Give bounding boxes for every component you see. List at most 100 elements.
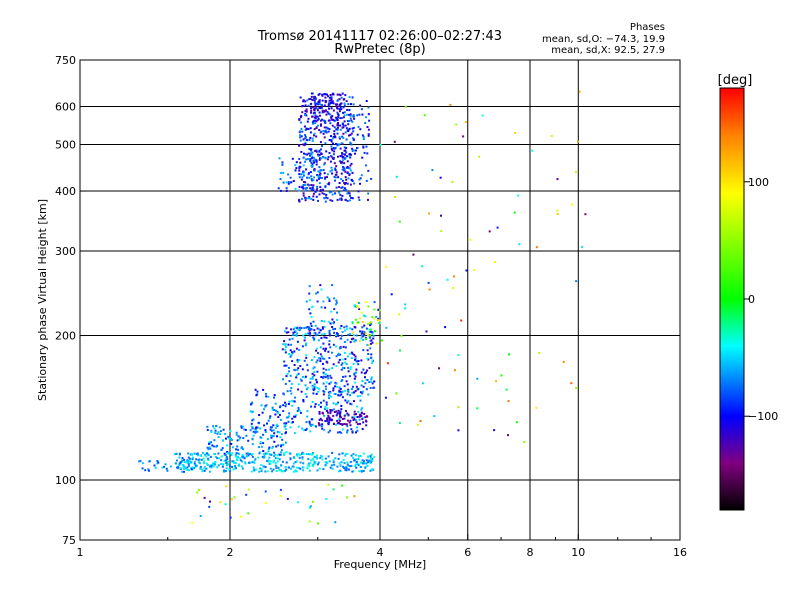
data-point bbox=[356, 463, 359, 466]
data-point bbox=[304, 104, 307, 107]
data-point bbox=[337, 401, 339, 404]
data-point bbox=[327, 376, 330, 379]
data-point bbox=[192, 456, 194, 459]
data-point bbox=[321, 145, 323, 148]
data-point bbox=[307, 152, 310, 155]
data-point bbox=[323, 162, 326, 165]
data-point bbox=[174, 453, 176, 456]
data-point bbox=[320, 107, 323, 110]
data-point bbox=[336, 103, 339, 106]
data-point bbox=[298, 186, 301, 188]
data-point bbox=[550, 135, 553, 137]
data-point bbox=[213, 445, 216, 448]
data-point bbox=[174, 462, 177, 465]
data-point bbox=[258, 446, 260, 449]
data-point bbox=[346, 461, 349, 464]
data-point bbox=[346, 431, 348, 434]
data-point bbox=[312, 336, 315, 339]
data-point bbox=[287, 182, 290, 185]
data-point bbox=[219, 433, 222, 436]
data-point bbox=[207, 459, 210, 462]
data-point bbox=[328, 343, 331, 346]
data-point bbox=[370, 376, 373, 379]
data-point bbox=[439, 176, 442, 179]
data-point bbox=[341, 396, 344, 399]
data-point bbox=[191, 453, 193, 456]
data-point bbox=[319, 346, 322, 349]
data-point bbox=[317, 461, 320, 464]
data-point bbox=[331, 102, 334, 104]
data-point bbox=[364, 336, 367, 339]
data-point bbox=[237, 452, 240, 455]
data-point bbox=[298, 118, 301, 121]
data-point bbox=[283, 452, 286, 455]
data-point bbox=[332, 137, 335, 140]
data-point bbox=[330, 97, 333, 100]
data-point bbox=[216, 432, 219, 435]
y-tick-label: 100 bbox=[55, 474, 76, 487]
data-point bbox=[341, 123, 344, 126]
data-point bbox=[298, 169, 301, 172]
data-point bbox=[322, 376, 324, 379]
data-point bbox=[225, 462, 228, 465]
data-point bbox=[355, 385, 358, 388]
data-point bbox=[323, 320, 326, 323]
data-point bbox=[349, 169, 352, 172]
data-point bbox=[242, 437, 245, 440]
data-point bbox=[321, 423, 324, 426]
data-point bbox=[335, 423, 338, 426]
data-point bbox=[264, 470, 267, 473]
data-point bbox=[367, 353, 370, 355]
data-point bbox=[338, 182, 341, 184]
data-point bbox=[313, 329, 316, 332]
data-point bbox=[349, 113, 352, 116]
data-point bbox=[284, 428, 287, 430]
data-point bbox=[277, 466, 280, 469]
data-point bbox=[320, 169, 323, 172]
data-point bbox=[262, 442, 265, 444]
data-point bbox=[321, 419, 324, 422]
data-point bbox=[364, 382, 367, 385]
data-point bbox=[339, 117, 342, 120]
data-point bbox=[305, 114, 308, 117]
data-point bbox=[240, 426, 243, 429]
data-point bbox=[342, 132, 345, 135]
data-point bbox=[301, 452, 303, 455]
data-point bbox=[321, 427, 324, 430]
data-point bbox=[141, 467, 144, 470]
data-point bbox=[303, 359, 306, 362]
data-point bbox=[269, 460, 272, 463]
data-point bbox=[296, 340, 299, 343]
data-point bbox=[288, 415, 290, 418]
data-point bbox=[325, 462, 328, 464]
data-point bbox=[164, 463, 167, 466]
data-point bbox=[338, 186, 341, 188]
data-point bbox=[332, 142, 334, 145]
data-point bbox=[371, 359, 374, 362]
data-point bbox=[310, 424, 312, 427]
data-point bbox=[285, 187, 288, 190]
data-point bbox=[322, 300, 325, 303]
data-point bbox=[204, 453, 206, 456]
data-point bbox=[338, 98, 341, 101]
data-point bbox=[297, 501, 300, 504]
data-point bbox=[305, 453, 308, 455]
data-point bbox=[179, 467, 182, 470]
data-point bbox=[359, 177, 362, 180]
data-point bbox=[205, 462, 208, 465]
data-point bbox=[231, 452, 234, 455]
data-point bbox=[287, 343, 290, 346]
data-point bbox=[313, 108, 316, 111]
data-point bbox=[285, 451, 288, 454]
data-point bbox=[288, 412, 291, 415]
data-point bbox=[313, 128, 316, 131]
data-point bbox=[322, 130, 325, 133]
data-point bbox=[279, 178, 282, 180]
data-point bbox=[320, 376, 323, 378]
data-point bbox=[307, 104, 310, 107]
data-point bbox=[360, 337, 363, 340]
data-point bbox=[190, 461, 193, 464]
data-point bbox=[310, 95, 313, 98]
data-point bbox=[318, 423, 321, 426]
data-point bbox=[373, 456, 376, 459]
